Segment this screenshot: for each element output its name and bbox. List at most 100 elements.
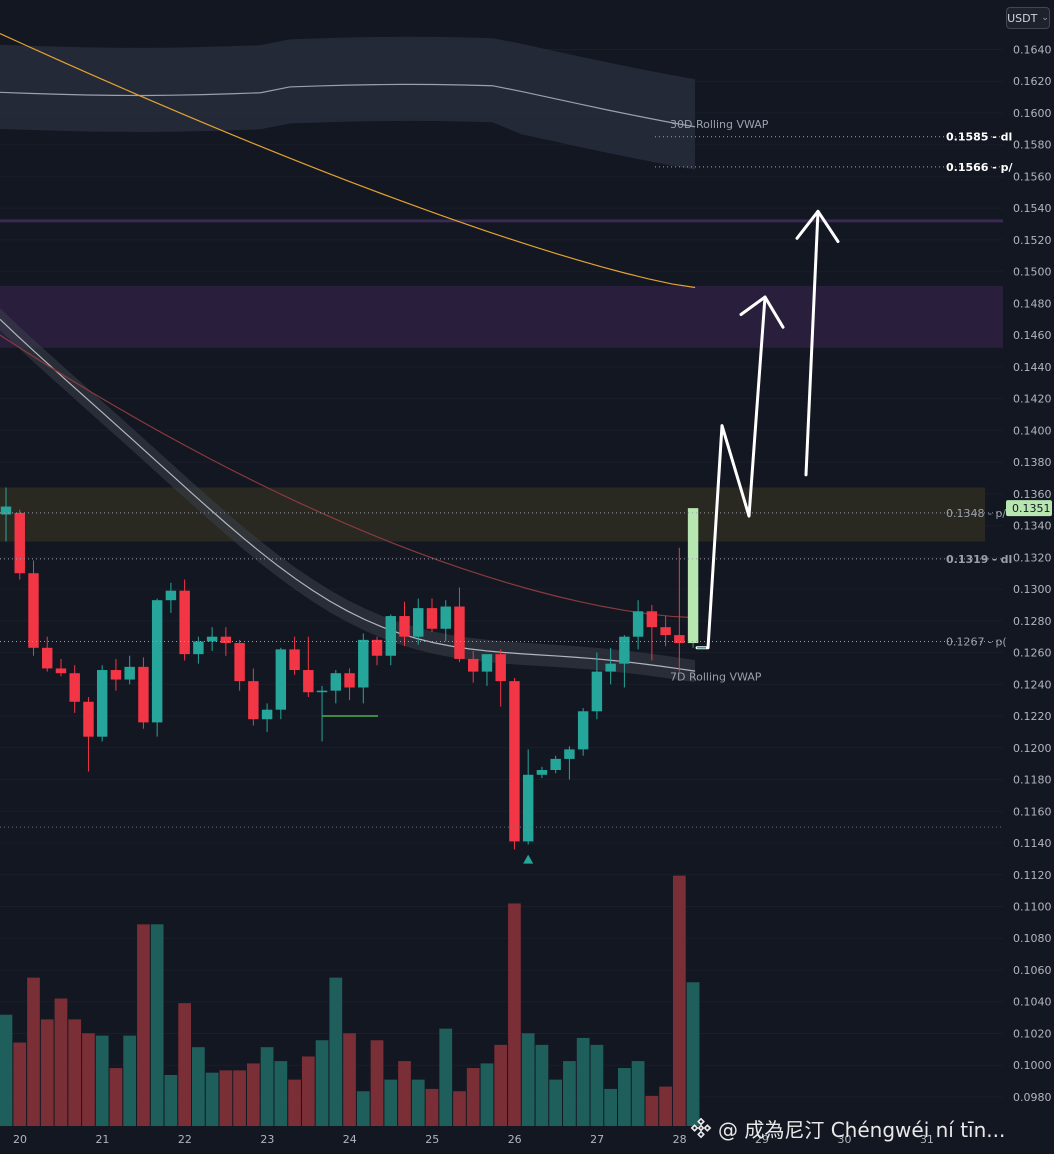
projection-arrows (322, 209, 840, 717)
last-price-tag (1006, 500, 1052, 517)
time-axis-tick: 28 (673, 1133, 687, 1146)
currency-selector[interactable]: USDT ⌄ (1006, 7, 1050, 29)
candle-body (206, 636, 218, 642)
candle-body (151, 600, 163, 723)
volume-bar (27, 977, 40, 1126)
volume-bar (439, 1028, 453, 1126)
candle-body (289, 649, 300, 671)
supply-zone (0, 487, 985, 542)
price-axis-tick: 0.1000 (1013, 1059, 1052, 1072)
candle-body (577, 711, 589, 750)
price-axis-tick: 0.1200 (1013, 742, 1052, 755)
candle-body (385, 616, 396, 656)
horizontal-price-lines: 0.1585 - dl 0.1566 - p/0.1348 - p/0.1319 … (0, 118, 1014, 828)
arrowhead-1 (739, 295, 785, 329)
candle-body (14, 512, 25, 574)
volume-bar (260, 1047, 274, 1126)
volume-bar (205, 1072, 219, 1126)
candle-body (96, 670, 108, 737)
time-axis-tick: 26 (508, 1133, 522, 1146)
resistance-zone (0, 285, 1003, 348)
candle-body (536, 770, 548, 775)
candlesticks (0, 487, 699, 864)
candle-body (467, 658, 479, 672)
candle-body (28, 573, 39, 648)
price-line-label: 0.1585 - dl (946, 131, 1012, 144)
candle-body (632, 611, 644, 637)
candle-body (564, 749, 575, 759)
volume-bars (0, 875, 700, 1126)
chevron-down-icon: ⌄ (1041, 13, 1049, 23)
volume-bar (466, 1068, 480, 1126)
candle-body (509, 681, 520, 842)
price-axis-tick: 0.1060 (1013, 964, 1052, 977)
candle-body (193, 641, 204, 655)
candle-body (110, 670, 122, 680)
price-axis-tick: 0.1520 (1013, 234, 1052, 247)
price-axis-tick: 0.1600 (1013, 107, 1052, 120)
volume-bar (329, 977, 343, 1126)
price-axis-tick: 0.1180 (1013, 774, 1052, 787)
volume-bar (178, 1003, 192, 1126)
volume-bar (315, 1040, 329, 1126)
candle-body (481, 654, 493, 672)
price-axis-tick: 0.1580 (1013, 139, 1052, 152)
candle-body (220, 636, 232, 644)
volume-bar (659, 1086, 672, 1126)
time-axis-tick: 23 (260, 1133, 274, 1146)
volume-bar (590, 1044, 604, 1126)
vwap-30d-band (0, 36, 696, 170)
candle-body (399, 616, 410, 637)
price-axis-tick: 0.1020 (1013, 1027, 1052, 1040)
candle-body (495, 654, 506, 682)
volume-bar (82, 1033, 95, 1126)
candle-body (261, 709, 273, 720)
volume-bar (274, 1061, 288, 1126)
time-axis-tick: 29 (755, 1133, 769, 1146)
price-axis-tick: 0.1140 (1013, 837, 1052, 850)
price-axis-tick: 0.1040 (1013, 996, 1052, 1009)
candle-body (550, 758, 561, 771)
candle-body (687, 508, 699, 644)
volume-bar (40, 1019, 54, 1126)
volume-bar (356, 1091, 370, 1126)
time-axis[interactable]: 20 21 22 23 24 25 26 27 28 29 30 31 (13, 1133, 934, 1146)
price-axis-tick: 0.1540 (1013, 202, 1052, 215)
candle-body (0, 506, 12, 515)
price-axis-tick: 0.1500 (1013, 266, 1052, 279)
price-axis-tick: 0.1220 (1013, 710, 1052, 723)
price-axis[interactable]: 0.1640 0.1620 0.1600 0.1580 0.1560 0.1540 0.15… (1006, 43, 1052, 1104)
price-axis-tick: 0.1120 (1013, 869, 1052, 882)
volume-bar (549, 1079, 563, 1126)
volume-bar (123, 1035, 137, 1126)
price-axis-tick: 0.1280 (1013, 615, 1052, 628)
candle-body (303, 670, 314, 693)
candle-body (83, 701, 94, 737)
price-axis-tick: 0.1420 (1013, 393, 1052, 406)
time-axis-tick: 31 (920, 1133, 934, 1146)
candle-body (179, 590, 190, 655)
volume-bar (54, 998, 68, 1126)
vwap-30d-line (0, 83, 696, 128)
currency-label: USDT (1007, 11, 1038, 25)
indicator-label: 30D Rolling VWAP (670, 118, 769, 131)
volume-bar (68, 1019, 82, 1126)
volume-bar (686, 982, 700, 1126)
volume-bar (631, 1061, 645, 1126)
price-axis-tick: 0.1480 (1013, 297, 1052, 310)
candle-body (55, 668, 67, 674)
projection-path-2 (804, 209, 820, 477)
candle-body (275, 649, 287, 710)
volume-bar (288, 1079, 301, 1126)
time-axis-tick: 24 (343, 1133, 357, 1146)
candle-body (330, 673, 342, 691)
volume-bar (219, 1070, 233, 1126)
arrowhead-2 (795, 209, 840, 243)
vwap-bands (0, 36, 696, 683)
time-axis-tick: 21 (95, 1133, 109, 1146)
moving-average-red (0, 334, 696, 619)
volume-bar (480, 1063, 494, 1126)
candle-body (316, 690, 328, 693)
volume-bar (494, 1044, 508, 1126)
